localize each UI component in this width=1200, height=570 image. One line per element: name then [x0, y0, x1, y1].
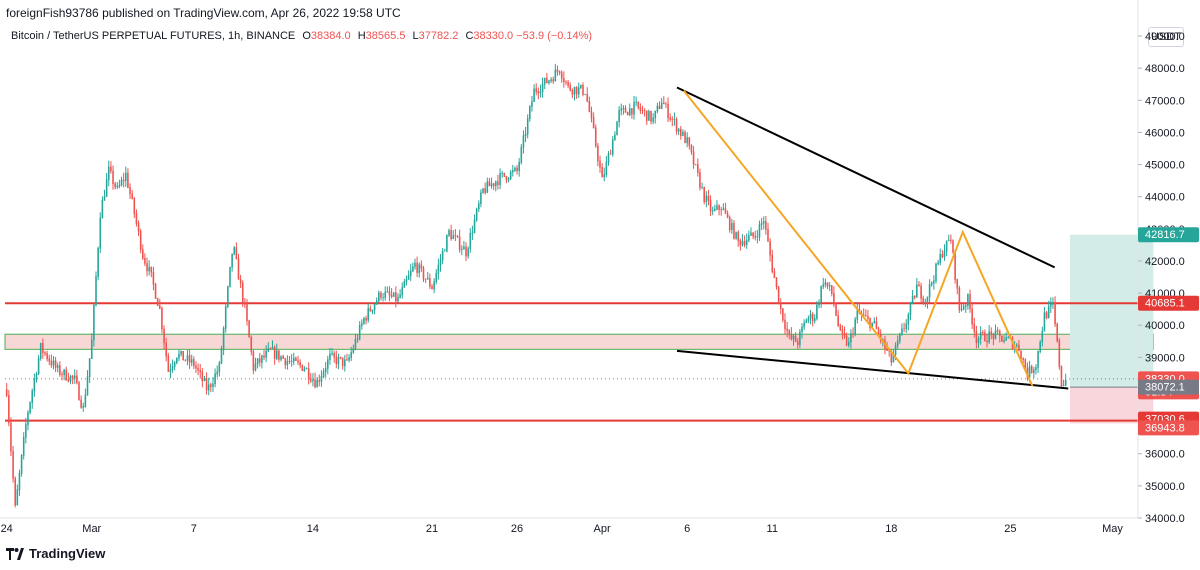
high-value: 38565.5 — [365, 30, 406, 42]
price-label: 38072.1 — [1145, 382, 1185, 394]
y-tick-label: 48000.0 — [1145, 63, 1185, 75]
low-label: L — [412, 30, 419, 42]
price-label: 42816.7 — [1145, 229, 1185, 241]
x-tick-label: 18 — [885, 523, 897, 535]
zones-layer — [4, 234, 1154, 424]
y-tick-label: 35000.0 — [1145, 481, 1185, 493]
high-label: H — [357, 30, 366, 42]
x-tick-label: 11 — [767, 523, 778, 535]
x-tick-label: 6 — [684, 523, 690, 535]
y-tick-label: 46000.0 — [1145, 127, 1185, 139]
low-value: 37782.2 — [418, 30, 459, 42]
open-label: O — [302, 30, 311, 42]
price-label-bg — [1138, 295, 1199, 311]
x-tick-label: 25 — [1004, 523, 1016, 535]
target-zone — [1069, 234, 1154, 388]
x-tick-label: May — [1102, 523, 1123, 535]
candles-layer — [5, 63, 1067, 508]
x-tick-label: Apr — [594, 523, 611, 535]
axes-layer: 34000.035000.036000.037000.038000.039000… — [0, 0, 1185, 535]
y-tick-label: 40000.0 — [1145, 320, 1185, 332]
y-tick-label: 42000.0 — [1145, 256, 1185, 268]
symbol-title[interactable]: Bitcoin / TetherUS PERPETUAL FUTURES, 1h… — [11, 30, 296, 42]
y-tick-label: 47000.0 — [1145, 95, 1185, 107]
close-label: C — [465, 30, 474, 42]
y-tick-label: 44000.0 — [1145, 192, 1185, 204]
y-tick-label: 36000.0 — [1145, 449, 1185, 461]
x-tick-label: 24 — [1, 523, 13, 535]
price-label: 40685.1 — [1145, 298, 1185, 310]
symbol-legend: Bitcoin / TetherUS PERPETUAL FUTURES, 1h… — [11, 30, 592, 42]
price-label-bg — [1138, 420, 1199, 436]
wave-pattern-path — [682, 90, 1034, 387]
wedge-lower-trendline — [676, 349, 1069, 390]
brand-name: TradingView — [29, 546, 106, 561]
y-tick-label: 34000.0 — [1145, 513, 1185, 525]
drawings-layer — [676, 86, 1069, 390]
x-tick-label: 7 — [191, 523, 197, 535]
price-label-bg — [1138, 227, 1199, 243]
y-tick-label: 49000.0 — [1145, 31, 1185, 43]
wedge-upper-trendline — [676, 86, 1056, 269]
tradingview-branding[interactable]: TradingView — [6, 546, 105, 561]
x-tick-label: 14 — [307, 523, 319, 535]
x-tick-label: 26 — [511, 523, 523, 535]
price-label: 36943.8 — [1145, 422, 1185, 434]
change-value: −53.9 (−0.14%) — [516, 30, 593, 42]
x-tick-label: 21 — [426, 523, 438, 535]
y-tick-label: 39000.0 — [1145, 352, 1185, 364]
x-tick-label: Mar — [82, 523, 101, 535]
currency-button[interactable]: USDT — [1148, 27, 1184, 47]
price-label-bg — [1138, 379, 1199, 395]
close-value: 38330.0 — [473, 30, 514, 42]
publish-info: foreignFish93786 published on TradingVie… — [6, 6, 401, 20]
price-labels-layer: 42816.740685.138330.001:3438072.137030.6… — [1138, 227, 1199, 436]
open-value: 38384.0 — [310, 30, 351, 42]
y-tick-label: 45000.0 — [1145, 160, 1185, 172]
tradingview-logo-icon — [6, 547, 24, 560]
